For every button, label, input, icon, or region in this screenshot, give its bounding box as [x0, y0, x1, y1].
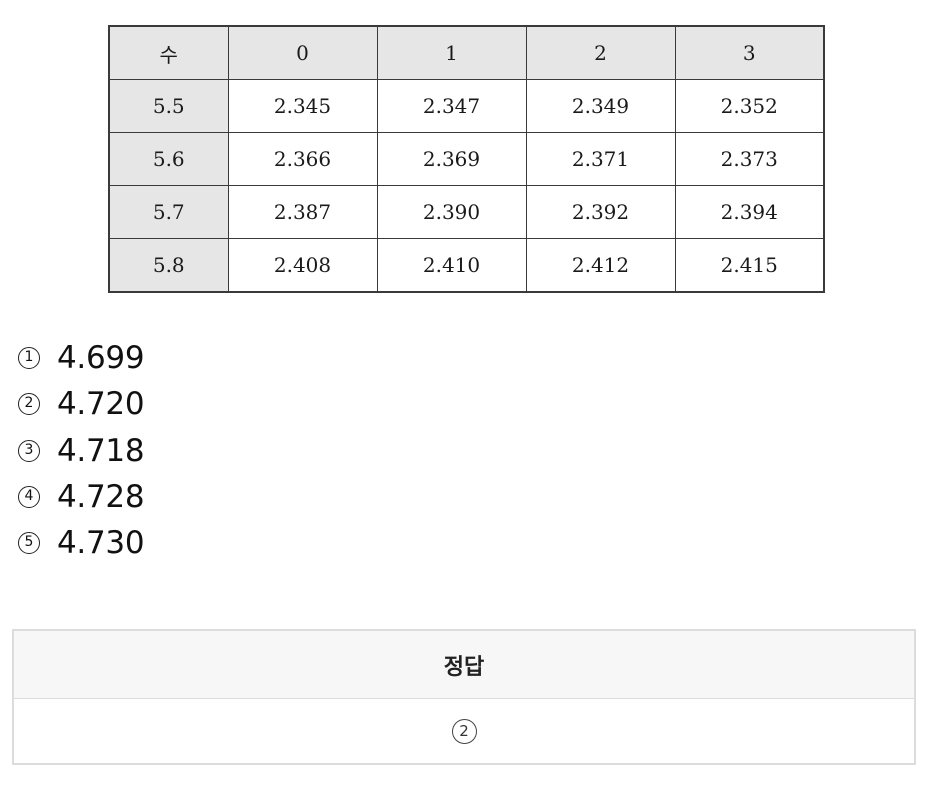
- answer-box: 정답 2: [12, 629, 916, 765]
- choice-number-marker: 5: [18, 532, 40, 555]
- table-header-cell: 2: [525, 25, 676, 80]
- table-cell: 2.352: [674, 79, 825, 133]
- answer-heading: 정답: [14, 631, 914, 699]
- table-cell: 2.387: [227, 185, 378, 239]
- choice-item[interactable]: 3 4.718: [18, 428, 145, 474]
- table-cell: 2.392: [525, 185, 676, 239]
- answer-body: 2: [14, 699, 914, 764]
- row-label-cell: 5.5: [108, 79, 229, 133]
- table-cell: 2.410: [376, 238, 527, 293]
- table-cell: 2.349: [525, 79, 676, 133]
- table-cell: 2.366: [227, 132, 378, 186]
- choice-number-marker: 2: [18, 393, 40, 416]
- answer-choices: 1 4.699 2 4.720 3 4.718 4 4.728 5 4.730: [18, 335, 145, 566]
- row-label-cell: 5.7: [108, 185, 229, 239]
- row-label-cell: 5.8: [108, 238, 229, 293]
- choice-item[interactable]: 5 4.730: [18, 520, 145, 566]
- table-cell: 2.390: [376, 185, 527, 239]
- table-cell: 2.415: [674, 238, 825, 293]
- table-header-cell: 1: [376, 25, 527, 80]
- table-cell: 2.369: [376, 132, 527, 186]
- choice-text: 4.730: [57, 525, 145, 562]
- choice-text: 4.720: [57, 386, 145, 423]
- table-cell: 2.345: [227, 79, 378, 133]
- table-row: 5.6 2.366 2.369 2.371 2.373: [108, 132, 825, 186]
- table-cell: 2.347: [376, 79, 527, 133]
- choice-text: 4.728: [57, 479, 145, 516]
- table-cell: 2.373: [674, 132, 825, 186]
- choice-item[interactable]: 1 4.699: [18, 335, 145, 381]
- choice-item[interactable]: 4 4.728: [18, 474, 145, 520]
- row-label-cell: 5.6: [108, 132, 229, 186]
- table-cell: 2.412: [525, 238, 676, 293]
- choice-text: 4.699: [57, 340, 145, 377]
- table-header-cell: 0: [227, 25, 378, 80]
- table-cell: 2.394: [674, 185, 825, 239]
- table-row: 5.8 2.408 2.410 2.412 2.415: [108, 238, 825, 293]
- square-root-table: 수 0 1 2 3 5.5 2.345 2.347 2.349 2.352 5.…: [108, 25, 825, 293]
- table-cell: 2.371: [525, 132, 676, 186]
- choice-item[interactable]: 2 4.720: [18, 381, 145, 427]
- table-row: 5.5 2.345 2.347 2.349 2.352: [108, 79, 825, 133]
- table-header-cell: 3: [674, 25, 825, 80]
- choice-number-marker: 3: [18, 439, 40, 462]
- table-header-cell: 수: [108, 25, 229, 80]
- table-cell: 2.408: [227, 238, 378, 293]
- choice-number-marker: 1: [18, 347, 40, 370]
- choice-number-marker: 4: [18, 486, 40, 509]
- choice-text: 4.718: [57, 432, 145, 469]
- answer-value: 2: [451, 719, 477, 744]
- table-row: 5.7 2.387 2.390 2.392 2.394: [108, 185, 825, 239]
- table-header-row: 수 0 1 2 3: [108, 25, 825, 80]
